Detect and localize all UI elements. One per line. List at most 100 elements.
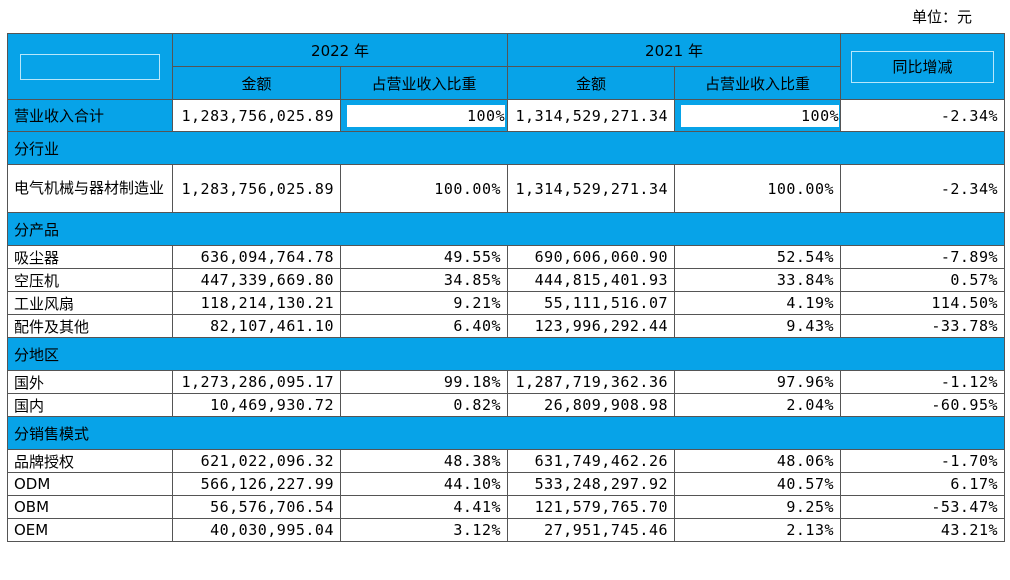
- row-label: ODM: [7, 472, 173, 496]
- table-row: 国内 10,469,930.72 0.82% 26,809,908.98 2.04% -6…: [7, 393, 1006, 417]
- section-header-row: 分销售模式: [6, 416, 1006, 450]
- row-ratio-2021: 2.13%: [674, 518, 842, 542]
- row-ratio-2021: 52.54%: [674, 245, 842, 269]
- row-amount-2022: 10,469,930.72: [172, 393, 341, 417]
- row-ratio-2022: 4.41%: [339, 495, 509, 519]
- row-yoy: 6.17%: [840, 472, 1006, 496]
- row-amount-2022: 1,283,756,025.89: [172, 164, 341, 213]
- row-ratio-2022: 49.55%: [339, 245, 509, 269]
- row-amount-2021: 26,809,908.98: [507, 393, 676, 417]
- header-amount-2021: 金额: [507, 66, 676, 100]
- row-label: 吸尘器: [7, 245, 173, 269]
- row-amount-2022: 56,576,706.54: [172, 495, 341, 519]
- row-ratio-2022: 44.10%: [339, 472, 509, 496]
- row-yoy: -33.78%: [840, 314, 1006, 338]
- row-label: OBM: [7, 495, 173, 519]
- section-header-row: 分地区: [6, 337, 1006, 371]
- row-ratio-2022: 100.00%: [339, 164, 509, 213]
- header-row-columns: 金额 占营业收入比重 金额 占营业收入比重: [8, 66, 1005, 100]
- row-ratio-2021: 4.19%: [674, 291, 842, 315]
- table-row: 电气机械与器材制造业 1,283,756,025.89 100.00% 1,314,5…: [7, 164, 1006, 213]
- section-title: 分销售模式: [6, 416, 1006, 450]
- row-amount-2021: 27,951,745.46: [507, 518, 676, 542]
- table-row: ODM 566,126,227.99 44.10% 533,248,297.92 40.…: [7, 472, 1006, 496]
- row-ratio-2022: 9.21%: [339, 291, 509, 315]
- total-yoy: -2.34%: [840, 99, 1006, 132]
- row-yoy: -7.89%: [840, 245, 1006, 269]
- header-year-2021: 2021 年: [507, 33, 842, 67]
- header-ratio-2022: 占营业收入比重: [339, 66, 509, 100]
- row-label: 国内: [7, 393, 173, 417]
- row-ratio-2022: 34.85%: [339, 268, 509, 292]
- row-ratio-2021: 100.00%: [674, 164, 842, 213]
- total-amount-2021: 1,314,529,271.34: [507, 99, 676, 132]
- row-yoy: -60.95%: [840, 393, 1006, 417]
- row-amount-2021: 1,314,529,271.34: [507, 164, 676, 213]
- row-yoy: 114.50%: [840, 291, 1006, 315]
- row-amount-2021: 444,815,401.93: [507, 268, 676, 292]
- row-amount-2022: 40,030,995.04: [172, 518, 341, 542]
- table-row: OEM 40,030,995.04 3.12% 27,951,745.46 2.13% 4…: [7, 518, 1006, 542]
- section-title: 分产品: [6, 212, 1006, 246]
- total-ratio-2022: 100%: [339, 99, 509, 132]
- row-label: 空压机: [7, 268, 173, 292]
- row-label: 工业风扇: [7, 291, 173, 315]
- row-amount-2022: 447,339,669.80: [172, 268, 341, 292]
- total-amount-2022: 1,283,756,025.89: [172, 99, 341, 132]
- table-row: 国外 1,273,286,095.17 99.18% 1,287,719,362.36…: [7, 370, 1006, 394]
- header-yoy-cell: 同比增减: [840, 33, 1006, 100]
- row-yoy: -1.70%: [840, 449, 1006, 473]
- row-amount-2021: 121,579,765.70: [507, 495, 676, 519]
- total-row: 营业收入合计 1,283,756,025.89 100% 1,314,529,2…: [7, 99, 1006, 132]
- row-amount-2021: 533,248,297.92: [507, 472, 676, 496]
- row-ratio-2021: 2.04%: [674, 393, 842, 417]
- row-ratio-2021: 33.84%: [674, 268, 842, 292]
- row-amount-2021: 690,606,060.90: [507, 245, 676, 269]
- section-title: 分地区: [6, 337, 1006, 371]
- section-title: 分行业: [6, 131, 1006, 165]
- row-amount-2022: 621,022,096.32: [172, 449, 341, 473]
- row-yoy: 0.57%: [840, 268, 1006, 292]
- table-row: 工业风扇 118,214,130.21 9.21% 55,111,516.07 4.19…: [7, 291, 1006, 315]
- table-row: OBM 56,576,706.54 4.41% 121,579,765.70 9.25%…: [7, 495, 1006, 519]
- row-amount-2022: 118,214,130.21: [172, 291, 341, 315]
- row-amount-2022: 1,273,286,095.17: [172, 370, 341, 394]
- row-amount-2022: 82,107,461.10: [172, 314, 341, 338]
- row-ratio-2021: 9.25%: [674, 495, 842, 519]
- row-amount-2022: 566,126,227.99: [172, 472, 341, 496]
- row-amount-2021: 1,287,719,362.36: [507, 370, 676, 394]
- row-label: 国外: [7, 370, 173, 394]
- row-ratio-2022: 3.12%: [339, 518, 509, 542]
- header-ratio-2021: 占营业收入比重: [674, 66, 842, 100]
- header-amount-2022: 金额: [172, 66, 341, 100]
- row-ratio-2021: 40.57%: [674, 472, 842, 496]
- header-yoy: 同比增减: [851, 50, 995, 83]
- table-row: 配件及其他 82,107,461.10 6.40% 123,996,292.44 9.4…: [7, 314, 1006, 338]
- row-ratio-2022: 6.40%: [339, 314, 509, 338]
- row-label: 品牌授权: [7, 449, 173, 473]
- header-corner-cell: [7, 33, 173, 100]
- row-amount-2021: 123,996,292.44: [507, 314, 676, 338]
- header-year-2022: 2022 年: [171, 33, 509, 67]
- row-amount-2021: 631,749,462.26: [507, 449, 676, 473]
- row-label: OEM: [7, 518, 173, 542]
- revenue-table: 2022 年 2021 年 同比增减 金额 占营业收入比重 金额 占营业收入比重…: [6, 33, 1006, 542]
- section-header-row: 分行业: [6, 131, 1006, 165]
- row-ratio-2022: 48.38%: [339, 449, 509, 473]
- total-label: 营业收入合计: [7, 99, 173, 132]
- row-amount-2021: 55,111,516.07: [507, 291, 676, 315]
- row-ratio-2021: 97.96%: [674, 370, 842, 394]
- table-row: 吸尘器 636,094,764.78 49.55% 690,606,060.90 52.…: [7, 245, 1006, 269]
- row-ratio-2022: 0.82%: [339, 393, 509, 417]
- row-ratio-2021: 9.43%: [674, 314, 842, 338]
- unit-label: 单位：元: [911, 8, 972, 26]
- row-yoy: -53.47%: [840, 495, 1006, 519]
- row-yoy: -2.34%: [840, 164, 1006, 213]
- row-ratio-2021: 48.06%: [674, 449, 842, 473]
- row-label: 电气机械与器材制造业: [7, 164, 173, 213]
- total-ratio-2021: 100%: [674, 99, 842, 132]
- row-label: 配件及其他: [7, 314, 173, 338]
- header-row-years: 2022 年 2021 年 同比增减: [7, 33, 1006, 100]
- table-row: 品牌授权 621,022,096.32 48.38% 631,749,462.26 48…: [7, 449, 1006, 473]
- row-amount-2022: 636,094,764.78: [172, 245, 341, 269]
